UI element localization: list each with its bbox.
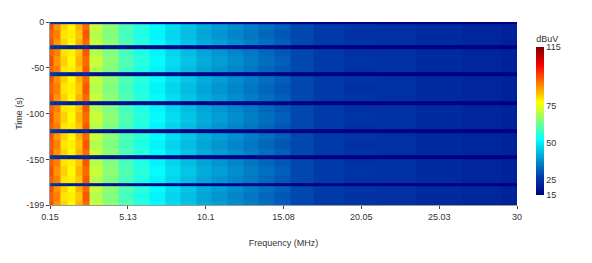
svg-text:25: 25: [546, 175, 556, 185]
svg-text:-100: -100: [26, 109, 44, 119]
svg-text:-150: -150: [26, 155, 44, 165]
svg-text:Frequency (MHz): Frequency (MHz): [249, 238, 319, 248]
svg-text:-50: -50: [31, 63, 44, 73]
svg-text:75: 75: [546, 101, 556, 111]
svg-text:15.08: 15.08: [272, 212, 295, 222]
svg-text:dBuV: dBuV: [536, 34, 558, 44]
svg-text:50: 50: [546, 138, 556, 148]
svg-text:Time (s): Time (s): [14, 97, 24, 130]
svg-text:15: 15: [546, 190, 556, 200]
svg-text:115: 115: [546, 42, 560, 52]
svg-text:0: 0: [39, 17, 44, 27]
svg-text:-199: -199: [26, 200, 44, 210]
svg-text:0.15: 0.15: [41, 212, 59, 222]
svg-text:30: 30: [512, 212, 522, 222]
svg-text:20.05: 20.05: [350, 212, 373, 222]
svg-text:10.1: 10.1: [197, 212, 215, 222]
svg-text:5.13: 5.13: [119, 212, 137, 222]
svg-text:25.03: 25.03: [428, 212, 451, 222]
